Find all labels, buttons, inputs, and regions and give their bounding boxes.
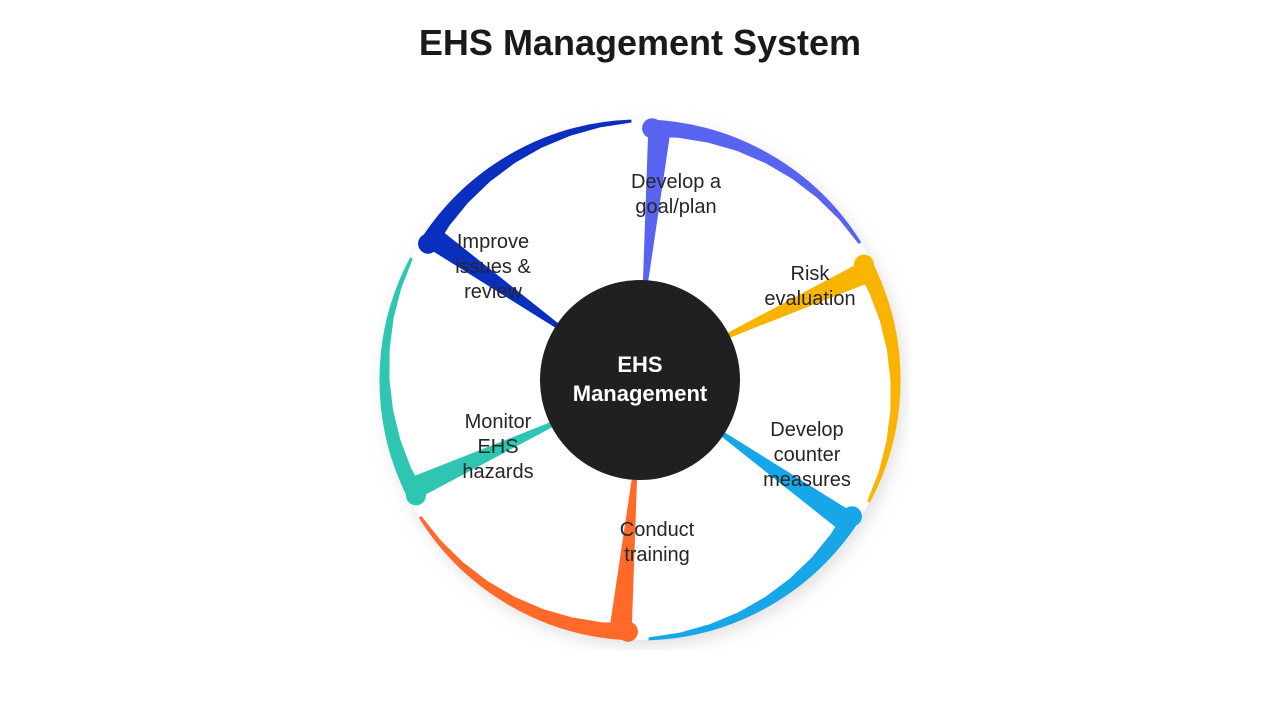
segment-label: Develop a goal/plan [606,170,746,220]
center-hub-label: EHS Management [573,351,707,408]
center-hub: EHS Management [540,280,740,480]
segment-label: Develop counter measures [732,418,882,493]
segment-label: Improve issues & review [418,230,568,305]
segment-label: Risk evaluation [740,262,880,312]
segment-label: Conduct training [582,518,732,568]
ehs-cycle-diagram: Develop a goal/plan Risk evaluation Develo… [370,110,910,650]
page-title: EHS Management System [0,22,1280,64]
segment-label: Monitor EHS hazards [428,410,568,485]
